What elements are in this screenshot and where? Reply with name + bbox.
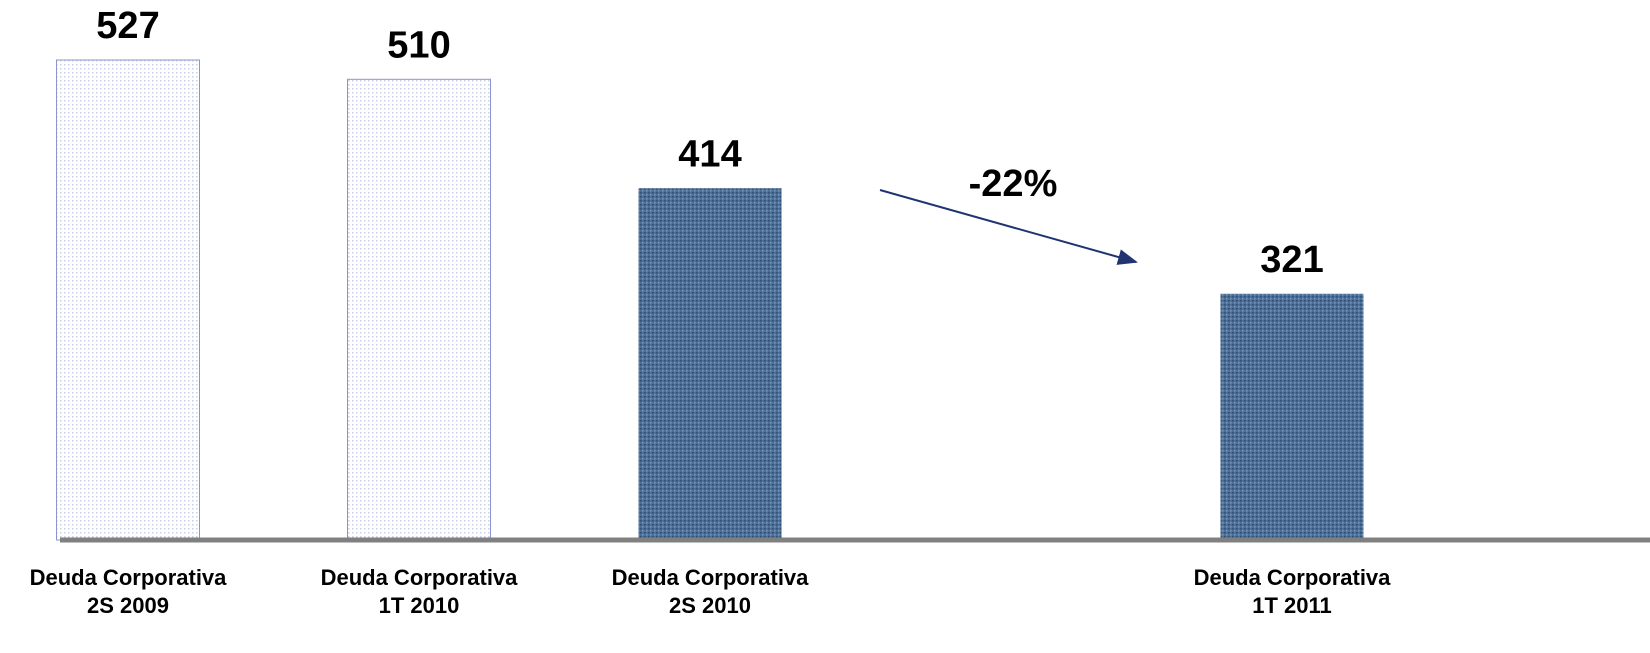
arrow [879,189,1138,265]
x-tick-label: Deuda Corporativa [612,565,810,590]
x-tick-label: Deuda Corporativa [1194,565,1392,590]
value-label: 527 [96,5,159,47]
annotation: -22% [969,163,1058,205]
bar [1220,293,1364,540]
value-label: 414 [678,133,741,175]
x-tick-label: Deuda Corporativa [321,565,519,590]
bar [347,78,491,541]
x-tick-label: 1T 2011 [1252,593,1332,618]
x-tick-label: 2S 2009 [87,593,169,618]
x-tick-label: 1T 2010 [379,593,460,618]
bar [56,59,200,541]
value-label: 510 [387,24,450,66]
x-tick-label: 2S 2010 [669,593,751,618]
x-tick-label: Deuda Corporativa [30,565,228,590]
value-label: 321 [1260,239,1323,281]
bar [638,188,782,541]
